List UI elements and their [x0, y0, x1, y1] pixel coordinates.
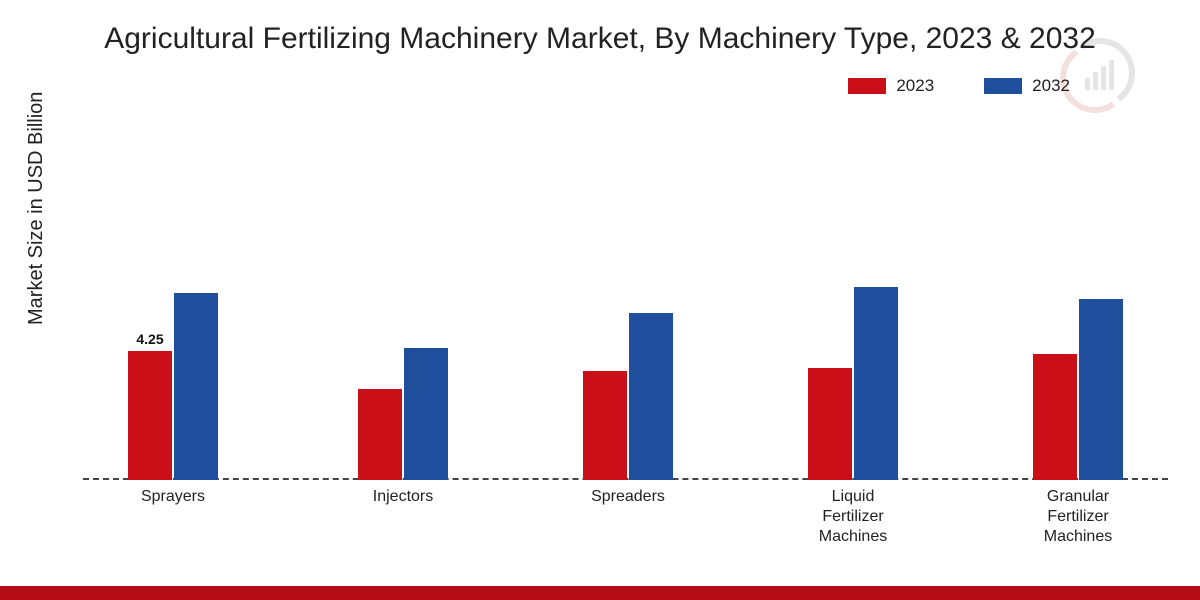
bar-value-label: 4.25: [136, 331, 163, 347]
bar-2032-injectors: [404, 348, 448, 480]
bar-2023-spreaders: [583, 371, 627, 481]
bar-2032-spreaders: [629, 313, 673, 480]
x-label-granular: Granular Fertilizer Machines: [1003, 487, 1153, 547]
bar-2032-liquid: [854, 287, 898, 480]
bar-group-sprayers: 4.25: [113, 293, 233, 480]
bar-2023-sprayers: 4.25: [128, 351, 172, 480]
legend-item-2032: 2032: [984, 76, 1070, 96]
x-label-spreaders: Spreaders: [553, 487, 703, 507]
legend-swatch-2032: [984, 78, 1022, 94]
x-label-injectors: Injectors: [328, 487, 478, 507]
bar-group-spreaders: [568, 313, 688, 480]
legend-label-2032: 2032: [1032, 76, 1070, 96]
x-label-sprayers: Sprayers: [98, 487, 248, 507]
legend-swatch-2023: [848, 78, 886, 94]
bar-2023-granular: [1033, 354, 1077, 480]
bar-group-granular: [1018, 299, 1138, 480]
bar-2023-liquid: [808, 368, 852, 481]
bar-2032-sprayers: [174, 293, 218, 480]
chart-title: Agricultural Fertilizing Machinery Marke…: [0, 0, 1200, 56]
chart-area: Market Size in USD Billion 4.25 Sprayers: [55, 115, 1175, 535]
x-label-liquid: Liquid Fertilizer Machines: [778, 487, 928, 547]
x-axis-labels: Sprayers Injectors Spreaders Liquid Fert…: [83, 480, 1168, 535]
bar-group-liquid: [793, 287, 913, 480]
legend-label-2023: 2023: [896, 76, 934, 96]
legend: 2023 2032: [0, 56, 1200, 96]
footer-stripe: [0, 586, 1200, 600]
legend-item-2023: 2023: [848, 76, 934, 96]
bar-group-injectors: [343, 348, 463, 480]
bar-2023-injectors: [358, 389, 402, 480]
plot-area: 4.25: [83, 115, 1168, 480]
bar-2032-granular: [1079, 299, 1123, 480]
